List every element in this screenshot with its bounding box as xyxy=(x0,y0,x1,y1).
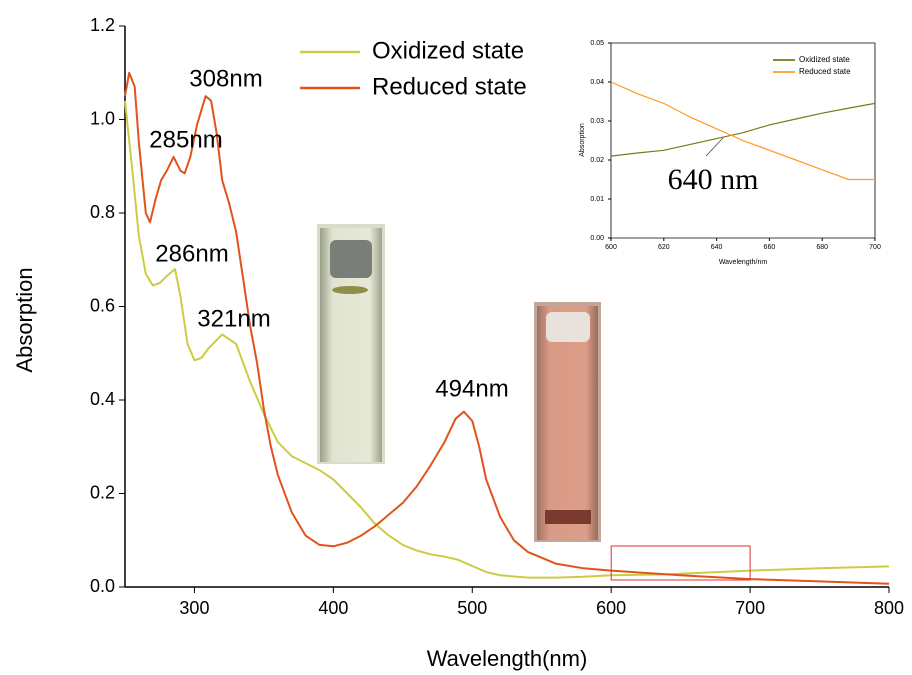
y-tick-label: 0.02 xyxy=(590,157,604,164)
annotation: 640 nm xyxy=(668,163,759,196)
x-tick-label: 400 xyxy=(318,598,348,618)
y-tick-label: 0.8 xyxy=(90,202,115,222)
y-tick-label: 0.04 xyxy=(590,79,604,86)
annotation-arrow xyxy=(705,137,724,157)
legend-label: Reduced state xyxy=(372,73,527,100)
zoom-box xyxy=(610,545,751,581)
cuvette-reduced xyxy=(534,302,601,542)
inset-background xyxy=(611,35,881,270)
y-tick-label: 0.05 xyxy=(590,40,604,47)
series-line xyxy=(610,81,875,181)
series-line xyxy=(610,102,876,157)
x-tick-label: 500 xyxy=(457,598,487,618)
x-tick-label: 700 xyxy=(735,598,765,618)
y-axis-title: Absorption xyxy=(579,123,586,157)
y-tick-label: 1.2 xyxy=(90,15,115,35)
annotation: 285nm xyxy=(149,126,222,153)
x-tick-label: 600 xyxy=(596,598,626,618)
cuvette-oxidized xyxy=(317,224,385,464)
x-tick-label: 600 xyxy=(605,244,617,251)
series-line xyxy=(124,100,890,579)
x-tick-label: 800 xyxy=(874,598,904,618)
x-tick-label: 620 xyxy=(658,244,670,251)
y-tick-label: 0.01 xyxy=(590,196,604,203)
annotation: 494nm xyxy=(435,375,508,402)
y-tick-label: 0.2 xyxy=(90,482,115,502)
legend-label: Reduced state xyxy=(799,67,851,76)
x-axis-title: Wavelength(nm) xyxy=(427,646,588,671)
y-tick-label: 0.00 xyxy=(590,235,604,242)
y-tick-label: 0.0 xyxy=(90,576,115,596)
y-axis-title: Absorption xyxy=(12,267,37,372)
y-tick-label: 0.6 xyxy=(90,295,115,315)
y-tick-label: 0.03 xyxy=(590,118,604,125)
y-tick-label: 1.0 xyxy=(90,108,115,128)
x-axis-title: Wavelength/nm xyxy=(719,259,768,266)
x-tick-label: 300 xyxy=(179,598,209,618)
legend-label: Oxidized state xyxy=(799,55,850,64)
legend-label: Oxidized state xyxy=(372,37,524,64)
annotation: 286nm xyxy=(155,240,228,267)
y-tick-label: 0.4 xyxy=(90,389,115,409)
x-tick-label: 700 xyxy=(869,244,881,251)
series-line xyxy=(124,71,890,585)
x-tick-label: 680 xyxy=(816,244,828,251)
annotation: 308nm xyxy=(189,65,262,92)
x-tick-label: 660 xyxy=(764,244,776,251)
x-tick-label: 640 xyxy=(711,244,723,251)
annotation: 321nm xyxy=(197,305,270,332)
